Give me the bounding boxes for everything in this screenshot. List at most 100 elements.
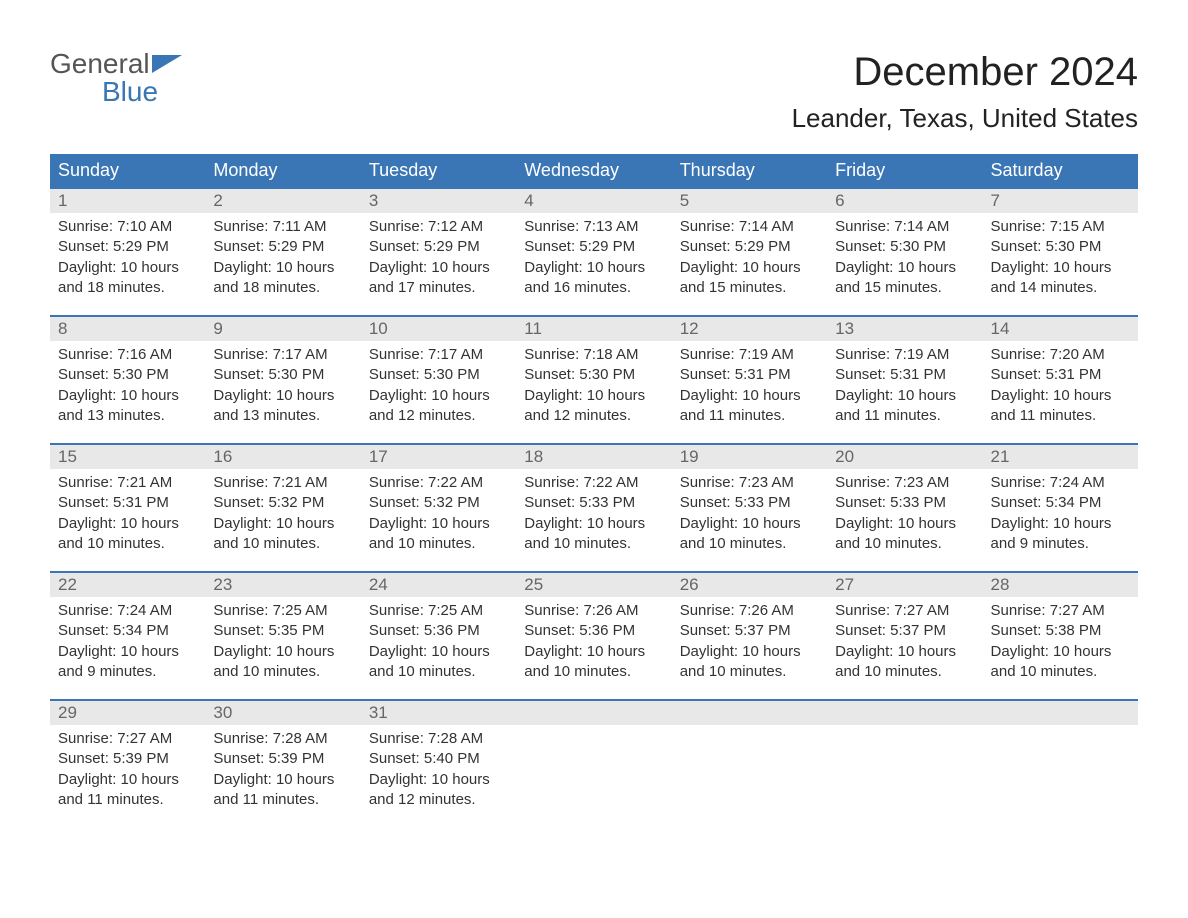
day-body: Sunrise: 7:27 AMSunset: 5:37 PMDaylight:… — [827, 597, 982, 690]
calendar-cell: 19Sunrise: 7:23 AMSunset: 5:33 PMDayligh… — [672, 443, 827, 571]
calendar-cell: 23Sunrise: 7:25 AMSunset: 5:35 PMDayligh… — [205, 571, 360, 699]
weekday-header: Wednesday — [516, 154, 671, 187]
day-number: 10 — [361, 315, 516, 341]
day-body: Sunrise: 7:14 AMSunset: 5:30 PMDaylight:… — [827, 213, 982, 306]
day-body: Sunrise: 7:18 AMSunset: 5:30 PMDaylight:… — [516, 341, 671, 434]
sunrise-line: Sunrise: 7:17 AM — [369, 345, 508, 365]
logo-word-blue: Blue — [50, 78, 182, 106]
sunrise-line: Sunrise: 7:13 AM — [524, 217, 663, 237]
weekday-header: Monday — [205, 154, 360, 187]
calendar-cell: 2Sunrise: 7:11 AMSunset: 5:29 PMDaylight… — [205, 187, 360, 315]
sunset-line: Sunset: 5:30 PM — [213, 365, 352, 385]
calendar-cell — [827, 699, 982, 827]
calendar-cell: 26Sunrise: 7:26 AMSunset: 5:37 PMDayligh… — [672, 571, 827, 699]
page-header: General Blue December 2024 Leander, Texa… — [50, 50, 1138, 134]
daylight-line: Daylight: 10 hours and 10 minutes. — [369, 514, 508, 555]
sunset-line: Sunset: 5:31 PM — [680, 365, 819, 385]
day-number: 13 — [827, 315, 982, 341]
day-number — [516, 699, 671, 725]
sunset-line: Sunset: 5:34 PM — [991, 493, 1130, 513]
day-number: 15 — [50, 443, 205, 469]
calendar-cell — [672, 699, 827, 827]
day-number — [672, 699, 827, 725]
sunrise-line: Sunrise: 7:25 AM — [369, 601, 508, 621]
daylight-line: Daylight: 10 hours and 15 minutes. — [680, 258, 819, 299]
sunset-line: Sunset: 5:39 PM — [58, 749, 197, 769]
sunrise-line: Sunrise: 7:26 AM — [524, 601, 663, 621]
daylight-line: Daylight: 10 hours and 10 minutes. — [524, 514, 663, 555]
day-body: Sunrise: 7:28 AMSunset: 5:40 PMDaylight:… — [361, 725, 516, 818]
calendar-cell: 20Sunrise: 7:23 AMSunset: 5:33 PMDayligh… — [827, 443, 982, 571]
calendar-cell: 31Sunrise: 7:28 AMSunset: 5:40 PMDayligh… — [361, 699, 516, 827]
sunset-line: Sunset: 5:29 PM — [369, 237, 508, 257]
sunrise-line: Sunrise: 7:11 AM — [213, 217, 352, 237]
calendar-cell: 13Sunrise: 7:19 AMSunset: 5:31 PMDayligh… — [827, 315, 982, 443]
day-body: Sunrise: 7:23 AMSunset: 5:33 PMDaylight:… — [827, 469, 982, 562]
sunset-line: Sunset: 5:34 PM — [58, 621, 197, 641]
sunrise-line: Sunrise: 7:10 AM — [58, 217, 197, 237]
day-body: Sunrise: 7:19 AMSunset: 5:31 PMDaylight:… — [827, 341, 982, 434]
day-body: Sunrise: 7:11 AMSunset: 5:29 PMDaylight:… — [205, 213, 360, 306]
day-number — [827, 699, 982, 725]
daylight-line: Daylight: 10 hours and 11 minutes. — [213, 770, 352, 811]
calendar-cell — [983, 699, 1138, 827]
sunrise-line: Sunrise: 7:27 AM — [835, 601, 974, 621]
calendar-body: 1Sunrise: 7:10 AMSunset: 5:29 PMDaylight… — [50, 187, 1138, 827]
day-number: 31 — [361, 699, 516, 725]
sunrise-line: Sunrise: 7:23 AM — [835, 473, 974, 493]
day-number: 9 — [205, 315, 360, 341]
day-body: Sunrise: 7:26 AMSunset: 5:36 PMDaylight:… — [516, 597, 671, 690]
calendar-cell: 17Sunrise: 7:22 AMSunset: 5:32 PMDayligh… — [361, 443, 516, 571]
calendar-cell: 16Sunrise: 7:21 AMSunset: 5:32 PMDayligh… — [205, 443, 360, 571]
sunrise-line: Sunrise: 7:14 AM — [680, 217, 819, 237]
day-body: Sunrise: 7:19 AMSunset: 5:31 PMDaylight:… — [672, 341, 827, 434]
day-number: 1 — [50, 187, 205, 213]
logo: General Blue — [50, 50, 182, 106]
daylight-line: Daylight: 10 hours and 13 minutes. — [58, 386, 197, 427]
logo-word-general: General — [50, 50, 150, 78]
daylight-line: Daylight: 10 hours and 17 minutes. — [369, 258, 508, 299]
sunrise-line: Sunrise: 7:16 AM — [58, 345, 197, 365]
day-body: Sunrise: 7:25 AMSunset: 5:36 PMDaylight:… — [361, 597, 516, 690]
sunset-line: Sunset: 5:31 PM — [58, 493, 197, 513]
sunset-line: Sunset: 5:33 PM — [680, 493, 819, 513]
daylight-line: Daylight: 10 hours and 10 minutes. — [369, 642, 508, 683]
daylight-line: Daylight: 10 hours and 10 minutes. — [680, 642, 819, 683]
calendar-cell: 12Sunrise: 7:19 AMSunset: 5:31 PMDayligh… — [672, 315, 827, 443]
day-number: 2 — [205, 187, 360, 213]
daylight-line: Daylight: 10 hours and 18 minutes. — [213, 258, 352, 299]
sunset-line: Sunset: 5:31 PM — [991, 365, 1130, 385]
day-body: Sunrise: 7:26 AMSunset: 5:37 PMDaylight:… — [672, 597, 827, 690]
calendar-cell: 5Sunrise: 7:14 AMSunset: 5:29 PMDaylight… — [672, 187, 827, 315]
daylight-line: Daylight: 10 hours and 18 minutes. — [58, 258, 197, 299]
sunset-line: Sunset: 5:39 PM — [213, 749, 352, 769]
day-body: Sunrise: 7:16 AMSunset: 5:30 PMDaylight:… — [50, 341, 205, 434]
calendar-cell: 9Sunrise: 7:17 AMSunset: 5:30 PMDaylight… — [205, 315, 360, 443]
day-number: 20 — [827, 443, 982, 469]
daylight-line: Daylight: 10 hours and 12 minutes. — [369, 770, 508, 811]
sunrise-line: Sunrise: 7:21 AM — [58, 473, 197, 493]
day-number: 28 — [983, 571, 1138, 597]
calendar-cell: 4Sunrise: 7:13 AMSunset: 5:29 PMDaylight… — [516, 187, 671, 315]
day-body: Sunrise: 7:21 AMSunset: 5:31 PMDaylight:… — [50, 469, 205, 562]
calendar-cell: 27Sunrise: 7:27 AMSunset: 5:37 PMDayligh… — [827, 571, 982, 699]
day-number: 22 — [50, 571, 205, 597]
sunset-line: Sunset: 5:40 PM — [369, 749, 508, 769]
calendar-cell — [516, 699, 671, 827]
sunrise-line: Sunrise: 7:14 AM — [835, 217, 974, 237]
sunset-line: Sunset: 5:33 PM — [835, 493, 974, 513]
day-number: 4 — [516, 187, 671, 213]
sunrise-line: Sunrise: 7:20 AM — [991, 345, 1130, 365]
sunset-line: Sunset: 5:30 PM — [58, 365, 197, 385]
weekday-header: Tuesday — [361, 154, 516, 187]
day-number — [983, 699, 1138, 725]
day-number: 27 — [827, 571, 982, 597]
day-body: Sunrise: 7:23 AMSunset: 5:33 PMDaylight:… — [672, 469, 827, 562]
daylight-line: Daylight: 10 hours and 11 minutes. — [991, 386, 1130, 427]
sunset-line: Sunset: 5:29 PM — [58, 237, 197, 257]
day-number: 18 — [516, 443, 671, 469]
day-number: 26 — [672, 571, 827, 597]
day-body: Sunrise: 7:13 AMSunset: 5:29 PMDaylight:… — [516, 213, 671, 306]
calendar-cell: 7Sunrise: 7:15 AMSunset: 5:30 PMDaylight… — [983, 187, 1138, 315]
sunrise-line: Sunrise: 7:21 AM — [213, 473, 352, 493]
